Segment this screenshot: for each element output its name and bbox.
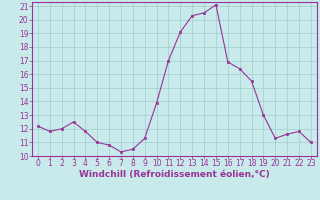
- X-axis label: Windchill (Refroidissement éolien,°C): Windchill (Refroidissement éolien,°C): [79, 170, 270, 179]
